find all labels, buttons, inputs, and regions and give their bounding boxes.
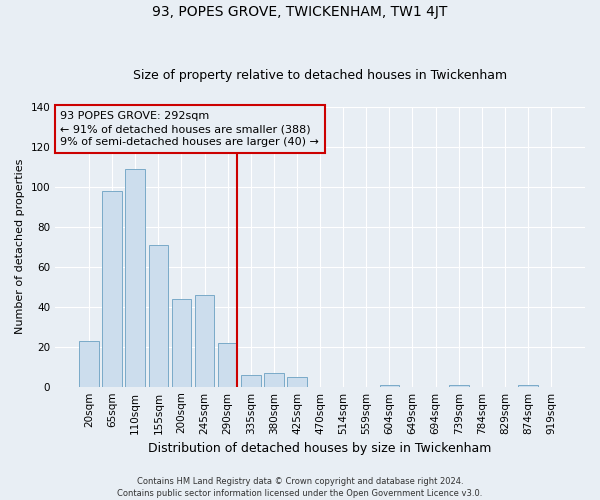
Y-axis label: Number of detached properties: Number of detached properties bbox=[15, 159, 25, 334]
Bar bbox=[149, 244, 168, 386]
Text: 93 POPES GROVE: 292sqm
← 91% of detached houses are smaller (388)
9% of semi-det: 93 POPES GROVE: 292sqm ← 91% of detached… bbox=[61, 111, 319, 148]
Bar bbox=[287, 376, 307, 386]
Bar bbox=[172, 298, 191, 386]
Text: 93, POPES GROVE, TWICKENHAM, TW1 4JT: 93, POPES GROVE, TWICKENHAM, TW1 4JT bbox=[152, 5, 448, 19]
Bar bbox=[125, 169, 145, 386]
X-axis label: Distribution of detached houses by size in Twickenham: Distribution of detached houses by size … bbox=[148, 442, 492, 455]
Text: Contains HM Land Registry data © Crown copyright and database right 2024.
Contai: Contains HM Land Registry data © Crown c… bbox=[118, 476, 482, 498]
Bar bbox=[195, 294, 214, 386]
Bar bbox=[103, 190, 122, 386]
Bar bbox=[518, 384, 538, 386]
Bar bbox=[218, 342, 238, 386]
Title: Size of property relative to detached houses in Twickenham: Size of property relative to detached ho… bbox=[133, 69, 507, 82]
Bar bbox=[380, 384, 399, 386]
Bar bbox=[449, 384, 469, 386]
Bar bbox=[79, 340, 99, 386]
Bar bbox=[264, 372, 284, 386]
Bar bbox=[241, 374, 260, 386]
